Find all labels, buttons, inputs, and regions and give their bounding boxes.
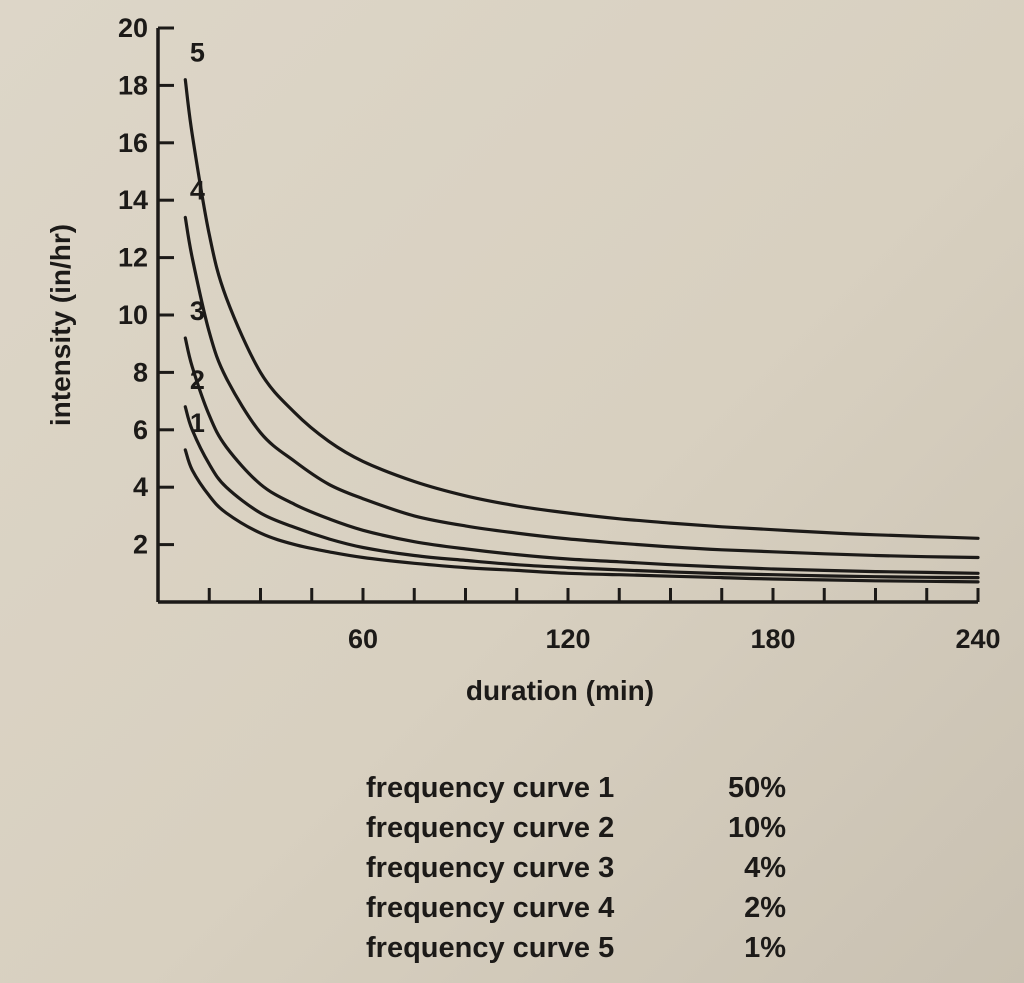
y-tick-label: 2 xyxy=(133,530,148,560)
y-tick-label: 18 xyxy=(118,70,148,100)
x-tick-label: 240 xyxy=(955,624,1000,654)
y-tick-label: 8 xyxy=(133,357,148,387)
legend-value: 2% xyxy=(744,892,786,924)
y-axis-title: intensity (in/hr) xyxy=(45,224,76,426)
legend-value: 4% xyxy=(744,852,786,884)
ticks xyxy=(158,26,980,602)
curves xyxy=(183,78,980,584)
legend-value: 1% xyxy=(744,932,786,964)
axes xyxy=(156,28,978,604)
legend-row-2: frequency curve 2 10% xyxy=(366,808,786,848)
legend-row-5: frequency curve 5 1% xyxy=(366,928,786,968)
x-tick-label: 60 xyxy=(348,624,378,654)
legend-row-1: frequency curve 1 50% xyxy=(366,768,786,808)
y-tick-label: 14 xyxy=(118,185,148,215)
y-tick-label: 10 xyxy=(118,300,148,330)
legend-label: frequency curve 1 xyxy=(366,772,615,804)
legend-value: 50% xyxy=(727,772,786,804)
curve-label-3: 3 xyxy=(190,296,205,326)
y-tick-label: 6 xyxy=(133,415,148,445)
y-tick-label: 20 xyxy=(118,13,148,43)
curve-2 xyxy=(183,405,980,580)
legend-row-3: frequency curve 3 4% xyxy=(366,848,786,888)
curve-label-2: 2 xyxy=(190,365,205,395)
y-tick-label: 16 xyxy=(118,128,148,158)
x-tick-label: 120 xyxy=(545,624,590,654)
curve-labels: 1 2 3 4 5 xyxy=(190,38,205,438)
curve-3 xyxy=(183,336,980,575)
curve-label-1: 1 xyxy=(190,408,205,438)
x-tick-label: 180 xyxy=(750,624,795,654)
curve-label-4: 4 xyxy=(190,175,205,205)
legend-row-4: frequency curve 4 2% xyxy=(366,888,786,928)
curve-label-5: 5 xyxy=(190,38,205,68)
legend-label: frequency curve 2 xyxy=(366,812,615,844)
curve-1 xyxy=(183,448,980,584)
legend-label: frequency curve 3 xyxy=(366,852,615,884)
y-tick-label: 4 xyxy=(133,472,148,502)
curve-5 xyxy=(183,78,980,540)
y-tick-label: 12 xyxy=(118,243,148,273)
curve-4 xyxy=(183,215,980,560)
x-axis-title: duration (min) xyxy=(466,675,654,706)
legend-label: frequency curve 4 xyxy=(366,892,615,924)
legend-value: 10% xyxy=(727,812,786,844)
legend: frequency curve 1 50% frequency curve 2 … xyxy=(366,768,786,968)
legend-label: frequency curve 5 xyxy=(366,932,615,964)
